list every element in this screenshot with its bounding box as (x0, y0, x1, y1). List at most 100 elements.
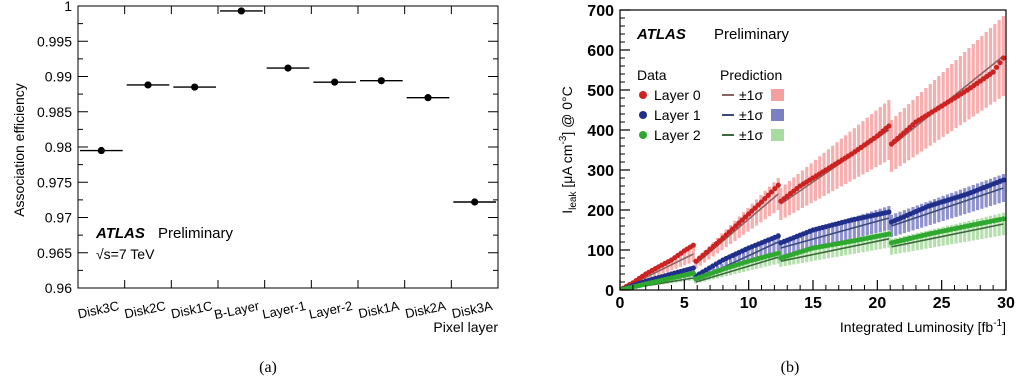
legend-row-1: Layer 1 ±1σ (639, 107, 784, 123)
data-point (772, 185, 778, 192)
data-point (886, 231, 892, 237)
legend-band-swatch (771, 129, 784, 141)
panel-b-atlas-label: ATLAS (636, 26, 686, 43)
panel-a-x-tick-label: Disk2A (404, 298, 448, 321)
legend-band-swatch (771, 89, 784, 101)
panel-b-x-label-sup: -1 (993, 318, 1002, 329)
panel-b-x-label-main: Integrated Luminosity [fb (840, 319, 994, 335)
panel-a-x-tick-label: B-Layer (213, 298, 261, 322)
panel-b-y-ticks: 0 100 200 300 400 500 600 700 (587, 3, 630, 300)
data-point (1000, 216, 1006, 222)
data-point (775, 233, 781, 239)
prediction-line (695, 193, 779, 265)
data-point (886, 209, 892, 215)
data-point (758, 199, 765, 205)
prediction-line (695, 256, 779, 283)
panel-b-y-tick-label: 100 (587, 243, 614, 260)
panel-b-y-tick-label: 700 (587, 3, 614, 20)
legend-prediction-header: Prediction (720, 67, 782, 83)
data-point (703, 249, 710, 255)
panel-a-y-tick-label: 0.975 (37, 174, 72, 190)
panel-b-x-tick-label: 25 (933, 295, 951, 312)
panel-a-point (471, 198, 479, 206)
panel-b-y-tick-label: 0 (605, 283, 614, 300)
data-point (693, 258, 699, 264)
data-point (997, 60, 1003, 66)
panel-a-preliminary-label: Preliminary (158, 225, 234, 242)
data-point (690, 242, 696, 248)
panel-a-y-tick-label: 0.96 (45, 280, 72, 296)
data-point (775, 182, 781, 188)
prediction-line (780, 217, 890, 249)
legend-band-label: ±1σ (739, 87, 763, 103)
panel-b-caption: (b) (781, 359, 800, 376)
series-data-1 (620, 177, 1006, 290)
data-point (993, 64, 1000, 70)
panel-a-points (80, 7, 496, 206)
panel-b-y-axis-label: Ileak [μA cm-3] @ 0°C (558, 86, 579, 214)
panel-a-y-tick-label: 1 (64, 0, 72, 14)
panel-b-x-label-end: ] (1002, 319, 1006, 335)
prediction-line (891, 187, 1004, 227)
data-point (886, 123, 892, 129)
legend-series-label: Layer 2 (654, 127, 701, 143)
data-point (990, 69, 996, 75)
panel-a-point (424, 94, 432, 102)
panel-a-x-tick-label: Layer-1 (261, 298, 307, 322)
data-point (700, 252, 706, 258)
legend-marker (639, 91, 647, 99)
panel-b-x-tick-label: 30 (997, 295, 1015, 312)
panel-b-y-label-main: I (559, 210, 575, 214)
legend-band-label: ±1σ (739, 127, 763, 143)
legend-marker (639, 111, 647, 119)
data-point (775, 250, 781, 256)
legend-series-label: Layer 1 (654, 107, 701, 123)
panel-b-y-tick-label: 600 (587, 43, 614, 60)
panel-a-point (331, 78, 339, 86)
panel-b-x-axis-label: Integrated Luminosity [fb-1] (840, 318, 1006, 335)
panel-a-x-tick-label: Disk2C (123, 298, 167, 321)
panel-b-series (620, 16, 1006, 290)
data-point (768, 189, 775, 195)
panel-b-x-tick-label: 20 (868, 295, 886, 312)
panel-b-x-tick-label: 5 (680, 295, 689, 312)
panel-a-atlas-label: ATLAS (95, 225, 145, 242)
panel-b-x-tick-label: 10 (740, 295, 758, 312)
panel-b-x-ticks: 0 5 10 15 20 25 30 (616, 280, 1015, 312)
panel-a-x-tick-label: Disk3A (450, 298, 494, 321)
legend-band-label: ±1σ (739, 107, 763, 123)
prediction-line (891, 223, 1004, 248)
panel-a-x-axis-label: Pixel layer (433, 319, 498, 335)
data-point (696, 255, 703, 261)
panel-b-y-label-sup: -3 (558, 135, 569, 144)
panel-a-point (144, 81, 152, 89)
panel-a-y-tick-label: 0.97 (45, 210, 72, 226)
panel-a-y-ticks: 0.96 0.965 0.97 0.975 0.98 0.985 0.99 0.995 1 (37, 0, 498, 296)
panel-b-x-tick-label: 15 (804, 295, 822, 312)
panel-a-x-tick-label: Disk1A (357, 298, 401, 321)
prediction-line (780, 238, 890, 262)
panel-a-caption: (a) (259, 359, 277, 376)
panel-b-preliminary-label: Preliminary (714, 26, 790, 43)
panel-b-x-tick-label: 0 (616, 295, 625, 312)
legend-marker (639, 131, 647, 139)
legend-data-header: Data (637, 67, 667, 83)
panel-a-point (97, 146, 105, 155)
panel-a-y-tick-label: 0.985 (37, 104, 72, 120)
panel-a-y-axis-label: Association efficiency (11, 83, 27, 217)
panel-a-point (191, 83, 199, 91)
panel-b-y-tick-label: 500 (587, 83, 614, 100)
data-point (762, 196, 768, 202)
panel-b-y-tick-label: 200 (587, 203, 614, 220)
data-point (690, 270, 696, 276)
data-point (1000, 177, 1006, 183)
panel-a-y-tick-label: 0.98 (45, 139, 72, 155)
panel-b: 0 100 200 300 400 500 600 700 0 5 10 15 20 25 30 Ilea… (558, 3, 1015, 376)
panel-b-y-label-end: ] @ 0°C (559, 86, 575, 135)
legend-band-swatch (771, 109, 784, 121)
panel-a: 0.96 0.965 0.97 0.975 0.98 0.985 0.99 0.995 1 Di… (11, 0, 499, 376)
panel-a-energy-label: √s=7 TeV (96, 246, 155, 262)
panel-a-x-ticks: Disk3C Disk2C Disk1C B-Layer Layer-1 Layer-2 D… (76, 6, 494, 322)
panel-a-y-tick-label: 0.965 (37, 245, 72, 261)
